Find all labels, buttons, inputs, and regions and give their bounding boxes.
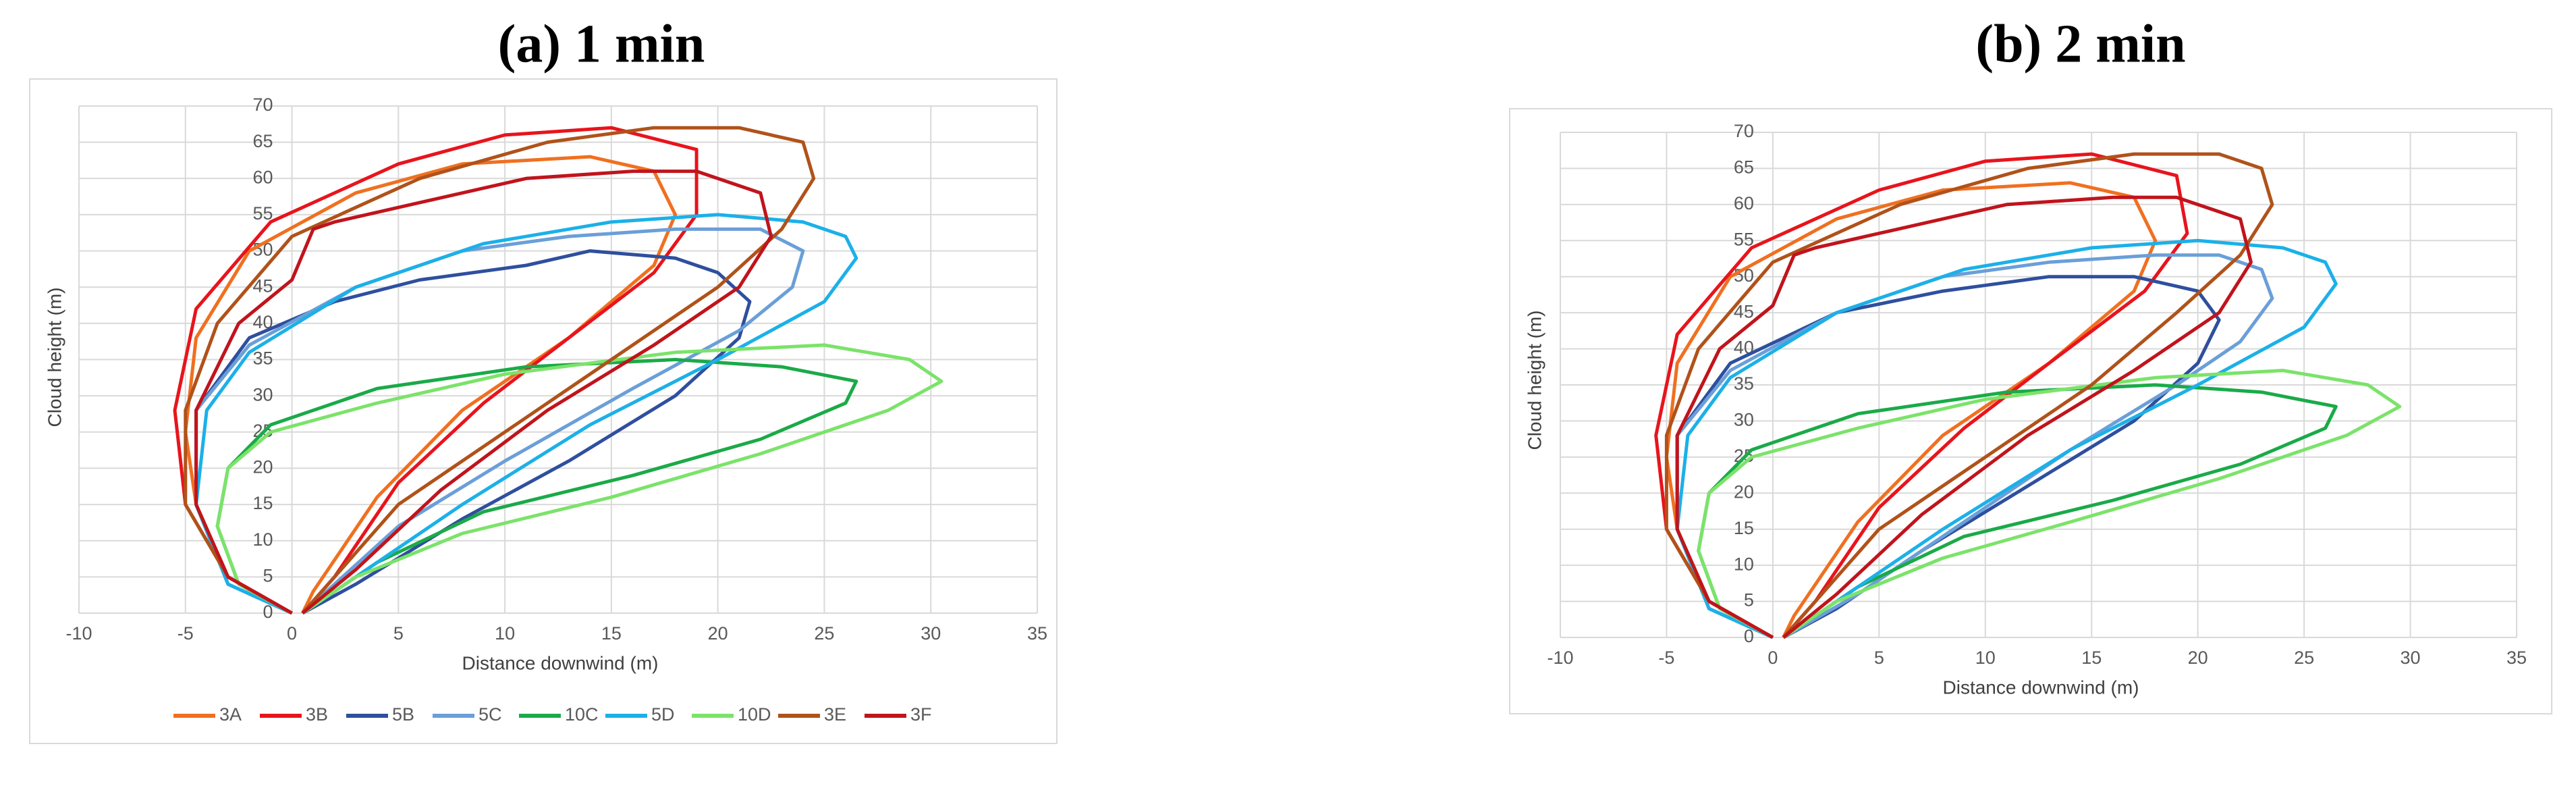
series-line <box>1675 195 2253 639</box>
x-tick-label: 5 <box>393 623 404 644</box>
legend-label: 5C <box>478 704 502 725</box>
x-tick-label: 10 <box>1975 648 1996 668</box>
legend-label: 3A <box>219 704 242 725</box>
y-tick-label: 70 <box>253 95 273 115</box>
x-tick-label: 10 <box>495 623 515 644</box>
series-line <box>1697 369 2402 639</box>
y-tick-label: 5 <box>1744 590 1754 610</box>
y-tick-label: 10 <box>253 529 273 550</box>
series-line <box>173 126 698 615</box>
series-line <box>184 126 816 615</box>
y-axis-label: Cloud height (m) <box>44 288 65 427</box>
x-tick-label: 25 <box>2294 648 2314 668</box>
x-tick-label: 25 <box>814 623 834 644</box>
x-tick-label: 30 <box>2401 648 2421 668</box>
chart: (b) 2 min-10 -5 0 5 10 15 20 25 30 35051015202530… <box>1509 14 2552 714</box>
y-tick-label: 30 <box>253 384 273 404</box>
x-tick-label: 20 <box>708 623 728 644</box>
legend-label: 10C <box>565 704 599 725</box>
legend-label: 5D <box>651 704 675 725</box>
chart-title: (a) 1 min <box>498 14 705 74</box>
x-tick-label: 15 <box>2081 648 2102 668</box>
series-line <box>215 343 943 615</box>
y-tick-label: 20 <box>253 457 273 477</box>
y-tick-label: 35 <box>1734 373 1754 394</box>
series-line <box>1675 238 2338 639</box>
x-tick-label: 0 <box>287 623 297 644</box>
x-tick-label: 0 <box>1767 648 1778 668</box>
legend-label: 10D <box>738 704 771 725</box>
x-tick-label: 5 <box>1874 648 1884 668</box>
series-line <box>194 213 858 615</box>
y-tick-label: 5 <box>263 565 273 585</box>
legend-label: 3E <box>824 704 846 725</box>
y-tick-label: 15 <box>1734 518 1754 538</box>
y-tick-label: 10 <box>1734 554 1754 574</box>
x-tick-label: -5 <box>1658 648 1674 668</box>
y-tick-label: 0 <box>1744 626 1754 646</box>
y-tick-label: 65 <box>1734 157 1754 178</box>
x-tick-label: 20 <box>2188 648 2208 668</box>
y-tick-label: 60 <box>1734 193 1754 213</box>
x-tick-label: -5 <box>177 623 194 644</box>
legend-label: 3B <box>306 704 328 725</box>
y-tick-label: 55 <box>253 203 273 224</box>
x-tick-label: -10 <box>65 623 92 644</box>
series-line <box>1654 152 2189 639</box>
x-tick-label: 35 <box>1027 623 1047 644</box>
chart-title: (b) 2 min <box>1975 14 2185 74</box>
y-tick-label: 20 <box>1734 481 1754 502</box>
series-line <box>184 155 678 615</box>
y-tick-label: 15 <box>253 493 273 513</box>
y-tick-label: 70 <box>1734 121 1754 141</box>
y-tick-label: 30 <box>1734 410 1754 430</box>
chart-border <box>1509 108 2552 714</box>
y-tick-label: 55 <box>1734 229 1754 249</box>
y-tick-label: 0 <box>263 602 273 622</box>
series-line <box>194 169 773 615</box>
x-tick-label: -10 <box>1547 648 1573 668</box>
y-tick-label: 60 <box>253 167 273 187</box>
series-line <box>1664 152 2274 639</box>
legend-label: 3F <box>910 704 932 725</box>
x-tick-label: 30 <box>921 623 941 644</box>
y-axis-label: Cloud height (m) <box>1524 311 1545 450</box>
x-tick-label: 35 <box>2506 648 2527 668</box>
x-axis-label: Distance downwind (m) <box>462 652 659 673</box>
chart: (a) 1 min-10 -5 0 5 10 15 20 25 30 35051015202530… <box>29 14 1058 744</box>
x-axis-label: Distance downwind (m) <box>1943 677 2139 698</box>
x-tick-label: 15 <box>601 623 622 644</box>
legend-label: 5B <box>392 704 414 725</box>
y-tick-label: 35 <box>253 348 273 369</box>
series-line <box>1664 181 2158 639</box>
y-tick-label: 65 <box>253 131 273 151</box>
